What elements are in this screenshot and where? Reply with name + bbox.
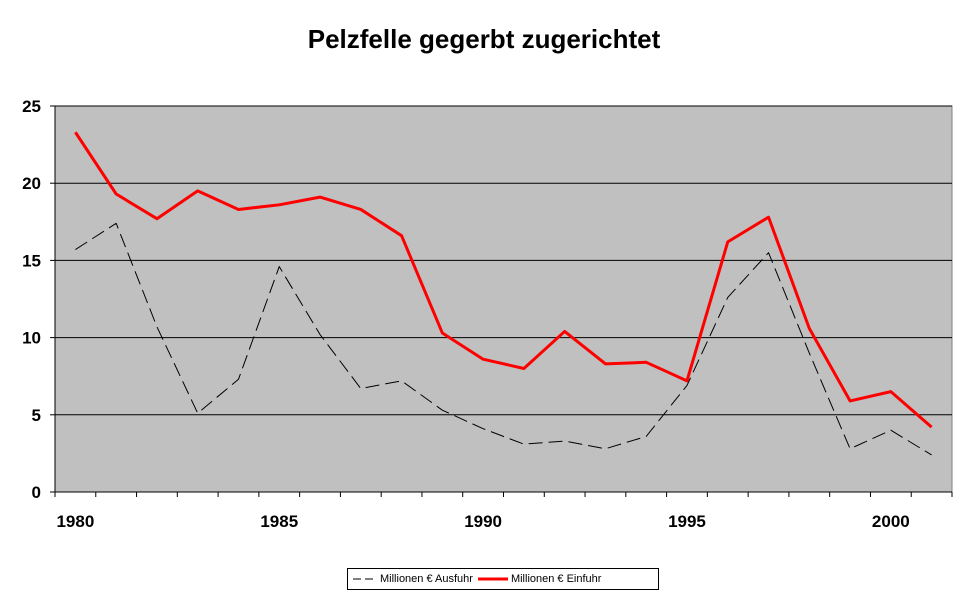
plot-area xyxy=(54,105,953,493)
legend-item-einfuhr: Millionen € Einfuhr xyxy=(477,573,602,585)
x-axis-ticks: 1980 1985 1990 1995 2000 xyxy=(54,492,953,531)
x-tick-label: 2000 xyxy=(872,512,910,531)
legend-swatch-einfuhr xyxy=(477,577,508,581)
series-line-ausfuhr xyxy=(75,222,932,456)
legend-item-ausfuhr: Millionen € Ausfuhr xyxy=(352,573,473,585)
x-tick-label: 1990 xyxy=(464,512,502,531)
x-tick-label: 1980 xyxy=(56,512,94,531)
chart-title: Pelzfelle gegerbt zugerichtet xyxy=(307,24,661,54)
line-chart: 0 5 10 15 20 25 1980 1985 1990 1995 2000 xyxy=(22,97,953,531)
legend-label-einfuhr: Millionen € Einfuhr xyxy=(510,573,602,585)
legend-swatch-ausfuhr xyxy=(353,578,377,580)
x-tick-label: 1985 xyxy=(260,512,298,531)
gridlines xyxy=(55,105,952,416)
y-tick-label: 25 xyxy=(22,97,41,116)
x-tick-label: 1995 xyxy=(668,512,706,531)
series-layer xyxy=(74,131,933,456)
legend-label-ausfuhr: Millionen € Ausfuhr xyxy=(380,573,473,585)
series-line-einfuhr xyxy=(74,131,933,429)
y-tick-label: 5 xyxy=(32,406,41,425)
y-tick-label: 0 xyxy=(32,483,41,502)
y-tick-label: 10 xyxy=(22,329,41,348)
y-tick-label: 15 xyxy=(22,251,41,270)
legend: Millionen € Ausfuhr Millionen € Einfuhr xyxy=(347,568,659,590)
y-tick-label: 20 xyxy=(22,174,41,193)
y-axis-ticks: 0 5 10 15 20 25 xyxy=(22,97,55,502)
